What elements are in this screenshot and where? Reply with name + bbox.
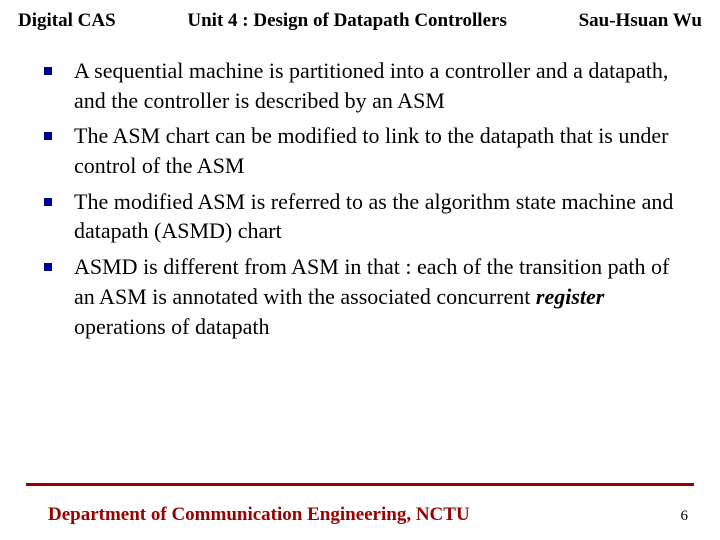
list-item-emphasis: register xyxy=(536,284,604,309)
header-center: Unit 4 : Design of Datapath Controllers xyxy=(116,10,579,32)
footer-department: Department of Communication Engineering,… xyxy=(48,504,470,526)
slide-header: Digital CAS Unit 4 : Design of Datapath … xyxy=(0,0,720,32)
list-item: A sequential machine is partitioned into… xyxy=(36,56,684,115)
footer-divider xyxy=(26,483,694,486)
list-item-text: A sequential machine is partitioned into… xyxy=(74,58,668,113)
header-right: Sau-Hsuan Wu xyxy=(579,10,702,32)
footer-page-number: 6 xyxy=(681,508,689,525)
header-left: Digital CAS xyxy=(18,10,116,32)
list-item: The ASM chart can be modified to link to… xyxy=(36,121,684,180)
list-item: ASMD is different from ASM in that : eac… xyxy=(36,252,684,341)
list-item: The modified ASM is referred to as the a… xyxy=(36,187,684,246)
slide-body: A sequential machine is partitioned into… xyxy=(0,32,720,341)
bullet-list: A sequential machine is partitioned into… xyxy=(36,56,684,341)
list-item-text: The ASM chart can be modified to link to… xyxy=(74,123,668,178)
list-item-text: The modified ASM is referred to as the a… xyxy=(74,189,673,244)
list-item-text-suffix: operations of datapath xyxy=(74,314,270,339)
slide-footer: Department of Communication Engineering,… xyxy=(0,504,720,526)
